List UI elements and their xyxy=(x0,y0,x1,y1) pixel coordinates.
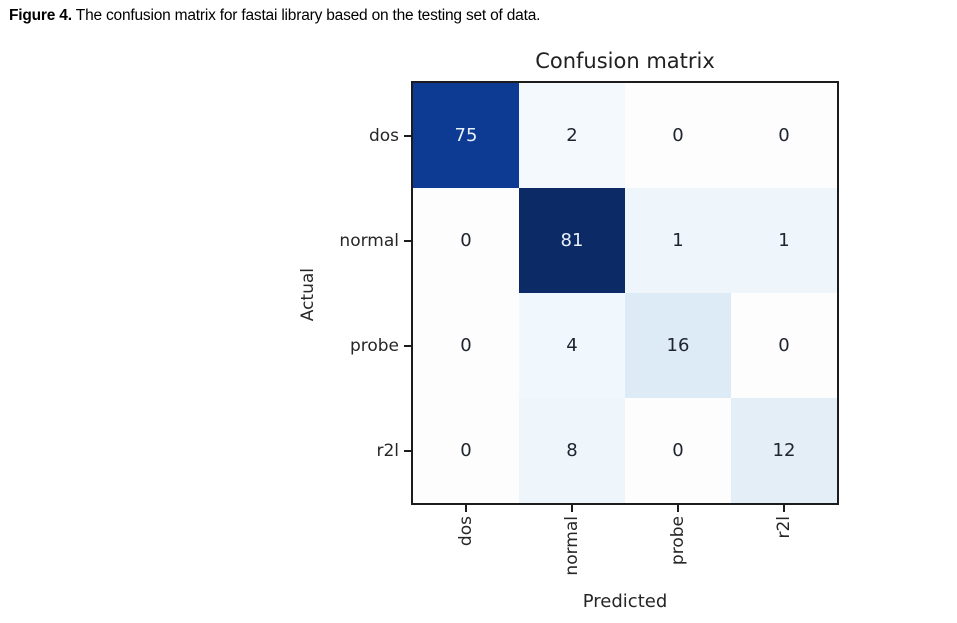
matrix-cell-normal-normal: 81 xyxy=(519,188,625,293)
chart-title: Confusion matrix xyxy=(535,49,715,73)
x-tick-label-normal: normal xyxy=(552,516,592,576)
matrix-cell-normal-dos: 0 xyxy=(413,188,519,293)
x-tick-dos xyxy=(465,504,467,512)
x-axis-label: Predicted xyxy=(582,591,668,612)
figure-caption-label: Figure 4. xyxy=(9,7,72,24)
matrix-cell-dos-normal: 2 xyxy=(519,83,625,188)
x-tick-probe xyxy=(677,504,679,512)
x-tick-r2l xyxy=(783,504,785,512)
x-tick-label-text-dos: dos xyxy=(455,516,476,547)
y-tick-label-r2l: r2l xyxy=(376,440,399,461)
x-tick-label-r2l: r2l xyxy=(764,516,804,539)
matrix-cell-dos-r2l: 0 xyxy=(731,83,837,188)
matrix-cell-probe-normal: 4 xyxy=(519,293,625,398)
matrix-grid: 75 2 0 0 0 81 1 1 0 4 16 0 0 8 0 12 xyxy=(413,83,837,503)
y-tick-normal xyxy=(404,239,412,242)
matrix-cell-r2l-r2l: 12 xyxy=(731,398,837,503)
x-tick-label-probe: probe xyxy=(658,516,698,565)
x-tick-label-dos: dos xyxy=(446,516,486,546)
y-tick-r2l xyxy=(404,449,412,452)
figure-caption: Figure 4. The confusion matrix for fastai… xyxy=(9,7,540,25)
matrix-cell-normal-probe: 1 xyxy=(625,188,731,293)
matrix-cell-r2l-probe: 0 xyxy=(625,398,731,503)
y-tick-label-probe: probe xyxy=(349,335,399,356)
matrix-cell-probe-probe: 16 xyxy=(625,293,731,398)
matrix-cell-r2l-dos: 0 xyxy=(413,398,519,503)
matrix-cell-dos-dos: 75 xyxy=(413,83,519,188)
y-axis-label-text: Actual xyxy=(297,268,318,322)
matrix-cell-r2l-normal: 8 xyxy=(519,398,625,503)
y-tick-label-normal: normal xyxy=(339,230,399,251)
x-tick-label-text-probe: probe xyxy=(667,516,688,566)
y-tick-probe xyxy=(404,344,412,347)
matrix-cell-normal-r2l: 1 xyxy=(731,188,837,293)
x-tick-label-text-r2l: r2l xyxy=(773,516,794,539)
y-tick-label-dos: dos xyxy=(368,125,399,146)
matrix-cell-probe-r2l: 0 xyxy=(731,293,837,398)
matrix-cell-probe-dos: 0 xyxy=(413,293,519,398)
x-tick-normal xyxy=(571,504,573,512)
x-tick-label-text-normal: normal xyxy=(561,516,582,576)
matrix-cell-dos-probe: 0 xyxy=(625,83,731,188)
y-tick-dos xyxy=(404,134,412,137)
figure-caption-text: The confusion matrix for fastai library … xyxy=(75,7,541,24)
